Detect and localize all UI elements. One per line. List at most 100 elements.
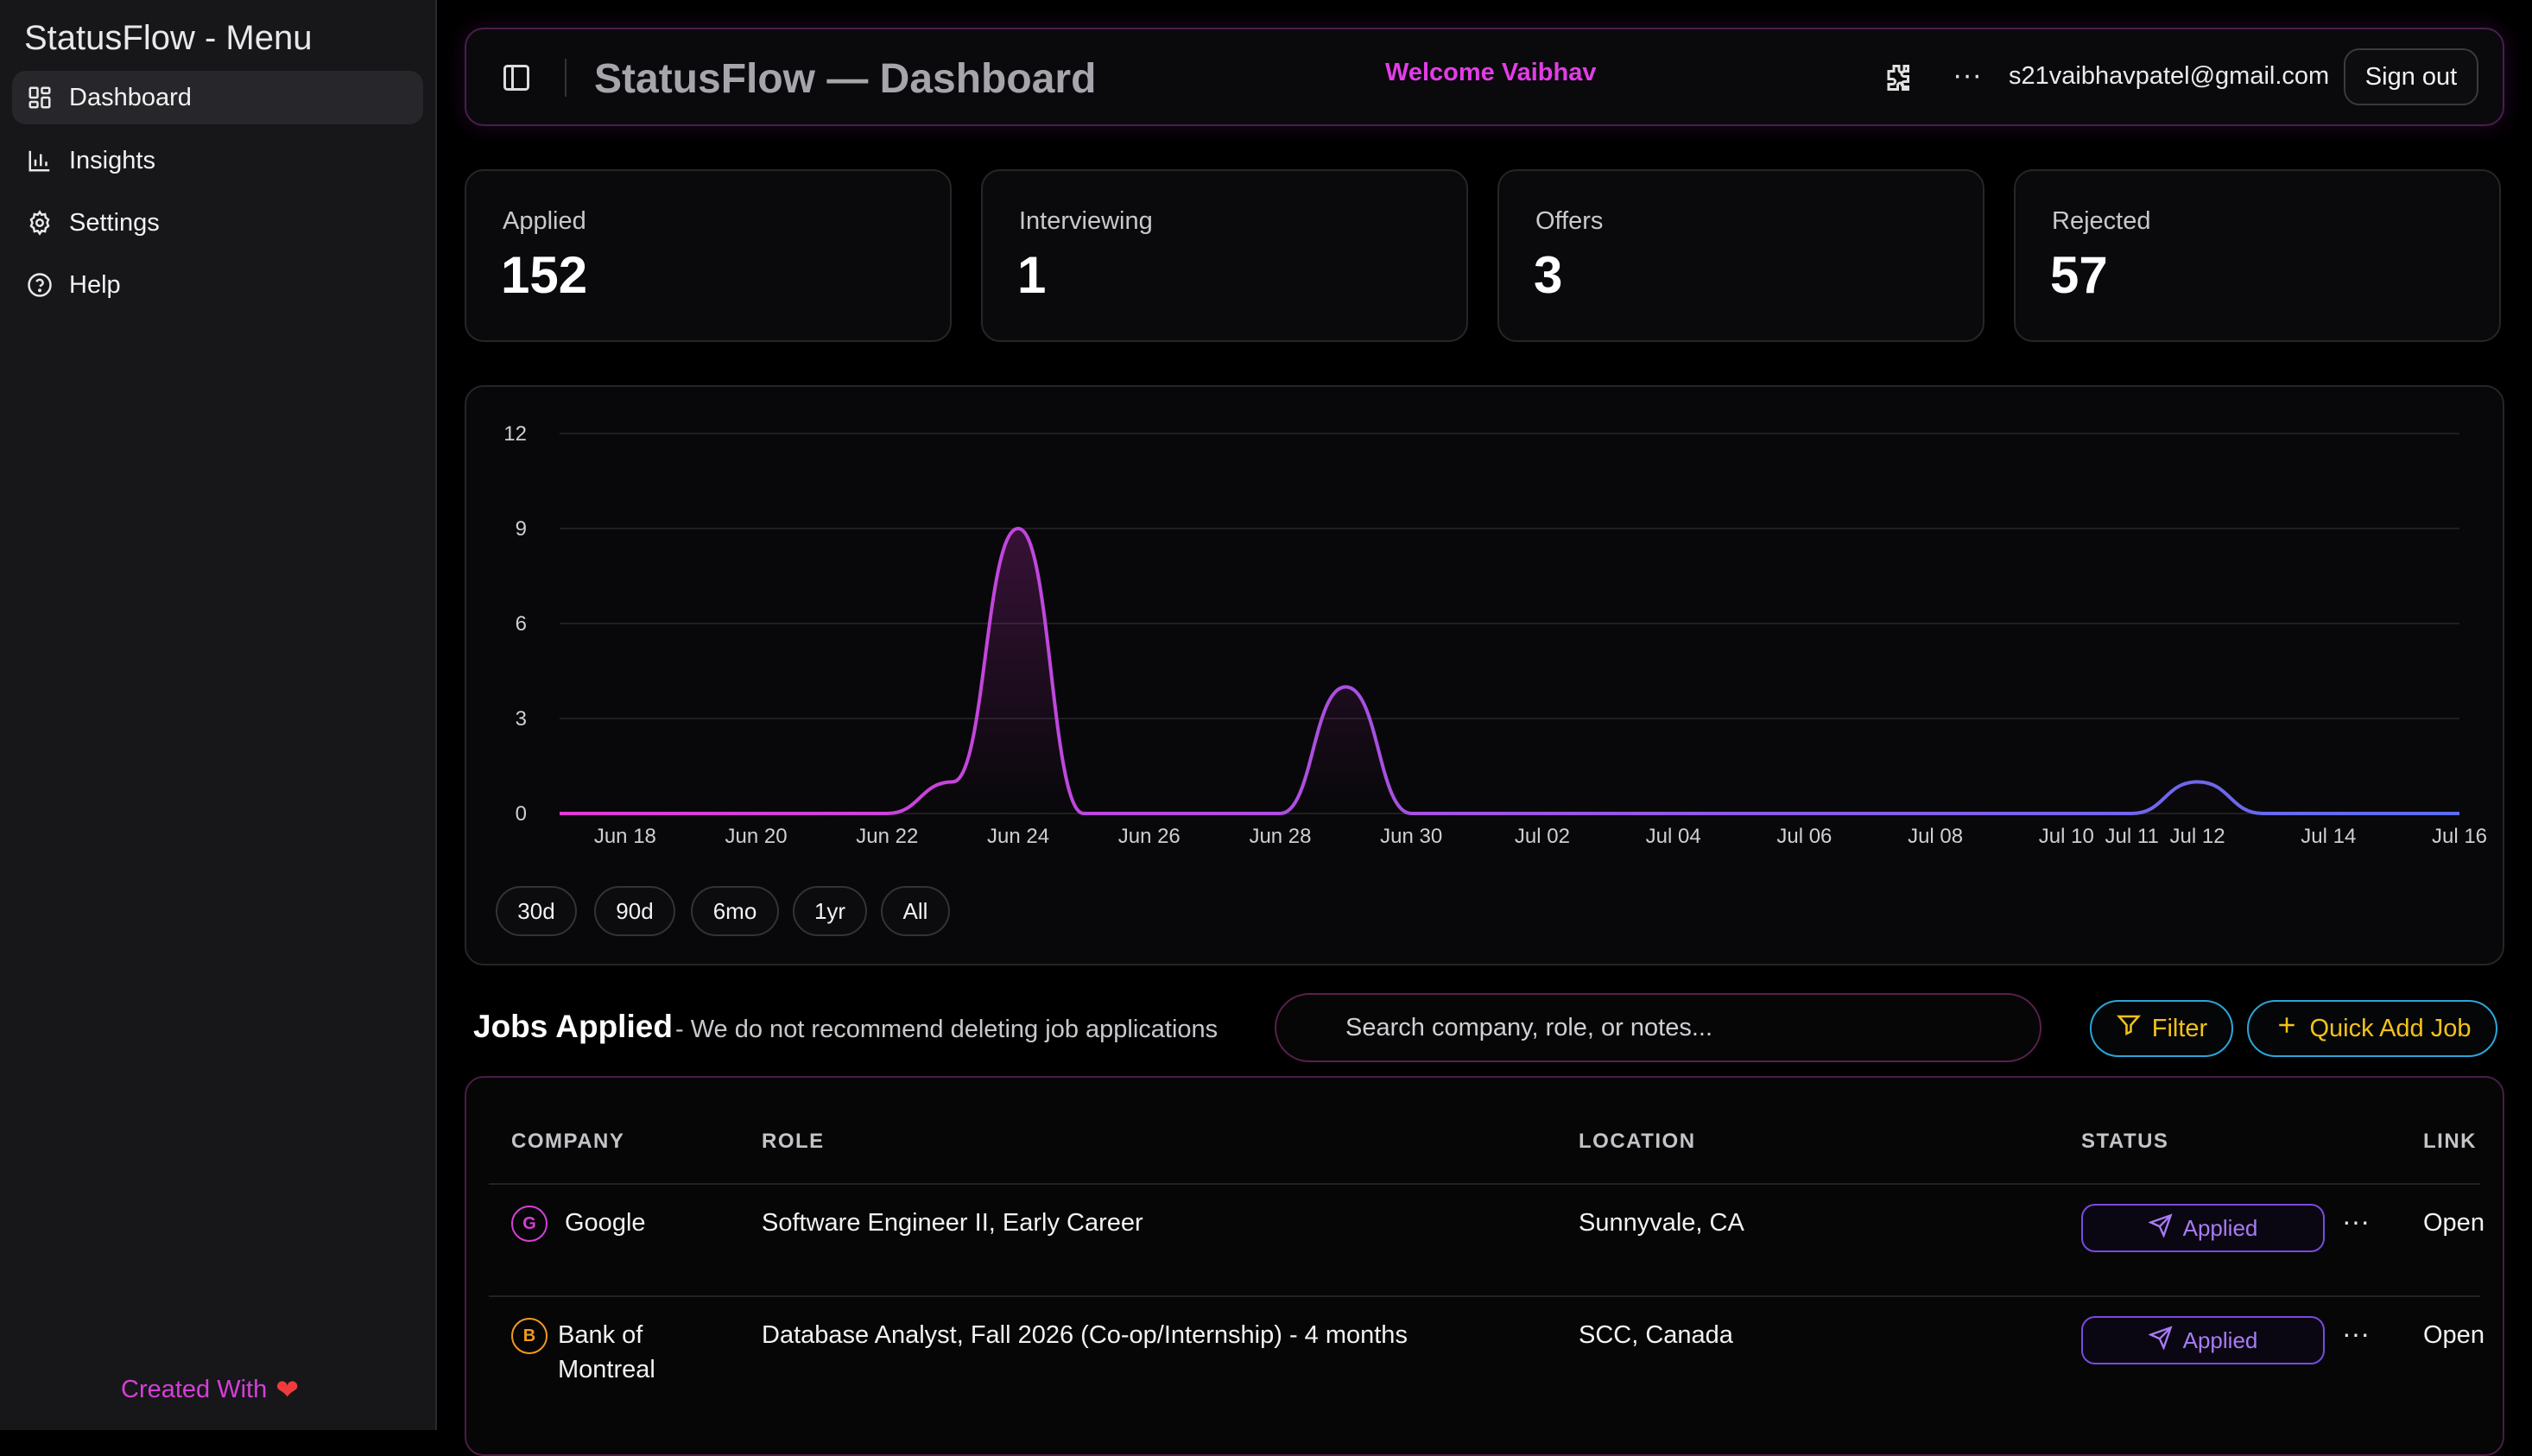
filter-button[interactable]: Filter	[2090, 1000, 2233, 1057]
column-header-link: LINK	[2423, 1130, 2477, 1153]
x-tick-label: Jul 06	[1776, 825, 1832, 848]
x-tick-label: Jun 24	[987, 825, 1049, 848]
column-header-company: COMPANY	[511, 1130, 625, 1153]
column-header-location: LOCATION	[1579, 1130, 1696, 1153]
data-point[interactable]	[1340, 681, 1351, 692]
data-point[interactable]	[620, 808, 630, 819]
user-email: s21vaibhavpatel@gmail.com	[2009, 62, 2330, 90]
bar-chart-icon	[26, 147, 54, 174]
quick-add-label: Quick Add Job	[2309, 1014, 2472, 1042]
data-point[interactable]	[1930, 808, 1940, 819]
sidebar-item-label: Dashboard	[69, 83, 192, 111]
stat-card-offers: Offers 3	[1497, 169, 1984, 342]
range-1yr-button[interactable]: 1yr	[793, 886, 867, 936]
sidebar-item-label: Help	[69, 270, 121, 299]
row-more-icon[interactable]: ···	[2342, 1318, 2370, 1349]
job-link[interactable]: Open	[2423, 1321, 2485, 1349]
quick-add-job-button[interactable]: Quick Add Job	[2247, 1000, 2497, 1057]
x-tick-label: Jul 11	[2105, 825, 2159, 848]
data-point[interactable]	[1864, 808, 1875, 819]
x-tick-label: Jun 30	[1380, 825, 1442, 848]
data-point[interactable]	[2193, 776, 2203, 787]
puzzle-icon[interactable]	[1881, 62, 1912, 93]
jobs-section-subtitle: - We do not recommend deleting job appli…	[675, 1016, 1219, 1043]
data-point[interactable]	[1406, 808, 1416, 819]
data-point[interactable]	[947, 776, 958, 787]
data-point[interactable]	[751, 808, 762, 819]
status-label: Applied	[2182, 1326, 2258, 1353]
data-point[interactable]	[1537, 808, 1548, 819]
data-point[interactable]	[1472, 808, 1482, 819]
sidebar-item-help[interactable]: Help	[12, 258, 423, 312]
data-point[interactable]	[1275, 808, 1285, 819]
data-point[interactable]	[816, 808, 826, 819]
data-point[interactable]	[2061, 808, 2072, 819]
jobs-section-title: Jobs Applied	[473, 1009, 673, 1044]
range-all-button[interactable]: All	[881, 886, 950, 936]
x-tick-label: Jul 12	[2170, 825, 2225, 848]
data-point[interactable]	[2257, 808, 2268, 819]
status-dropdown[interactable]: Applied	[2081, 1204, 2325, 1252]
search-input[interactable]	[1275, 993, 2041, 1062]
data-point[interactable]	[1079, 808, 1089, 819]
sidebar-item-settings[interactable]: Settings	[12, 196, 423, 250]
row-divider	[489, 1183, 2480, 1185]
stat-card-rejected: Rejected 57	[2014, 169, 2501, 342]
applications-chart: 0 3 6 9 12 Jun 18 Jun 20 Jun 22 Jun 24 Jun 26 Jun …	[503, 422, 2487, 848]
sidebar: StatusFlow - Menu Dashboard Insights Set…	[0, 0, 437, 1430]
stat-card-applied: Applied 152	[465, 169, 952, 342]
data-point[interactable]	[2127, 808, 2137, 819]
status-dropdown[interactable]: Applied	[2081, 1316, 2325, 1364]
data-point[interactable]	[1734, 808, 1744, 819]
header-divider	[565, 59, 567, 97]
job-role: Database Analyst, Fall 2026 (Co-op/Inter…	[762, 1321, 1408, 1349]
data-point[interactable]	[686, 808, 696, 819]
data-point[interactable]	[2454, 808, 2465, 819]
x-tick-label: Jun 28	[1249, 825, 1311, 848]
column-header-role: ROLE	[762, 1130, 825, 1153]
data-point[interactable]	[1603, 808, 1613, 819]
help-circle-icon	[26, 271, 54, 299]
x-tick-label: Jun 26	[1118, 825, 1181, 848]
created-with-footer: Created With ❤	[121, 1373, 299, 1406]
data-point[interactable]	[1668, 808, 1679, 819]
job-link[interactable]: Open	[2423, 1209, 2485, 1237]
data-point[interactable]	[1144, 808, 1155, 819]
row-divider	[489, 1295, 2480, 1297]
gear-icon	[26, 209, 54, 237]
x-tick-label: Jun 22	[856, 825, 918, 848]
data-point[interactable]	[554, 808, 565, 819]
range-30d-button[interactable]: 30d	[496, 886, 577, 936]
company-avatar: G	[511, 1206, 548, 1242]
sidebar-item-dashboard[interactable]: Dashboard	[12, 71, 423, 124]
sidebar-toggle-icon[interactable]	[501, 62, 532, 93]
data-point[interactable]	[2323, 808, 2333, 819]
sidebar-item-insights[interactable]: Insights	[12, 134, 423, 187]
top-header: StatusFlow — Dashboard Welcome Vaibhav ·…	[465, 28, 2504, 126]
stat-value: 3	[1534, 246, 1563, 304]
x-tick-label: Jul 04	[1646, 825, 1701, 848]
filter-icon	[2116, 1012, 2142, 1045]
x-tick-label: Jul 08	[1908, 825, 1963, 848]
company-avatar: B	[511, 1318, 548, 1354]
data-point[interactable]	[1996, 808, 2006, 819]
data-point[interactable]	[882, 808, 892, 819]
row-more-icon[interactable]: ···	[2342, 1206, 2370, 1237]
data-point[interactable]	[2389, 808, 2399, 819]
sign-out-button[interactable]: Sign out	[2344, 48, 2478, 105]
more-options-icon[interactable]: ···	[1953, 59, 1982, 92]
column-header-status: STATUS	[2081, 1130, 2169, 1153]
y-tick-label: 12	[503, 422, 527, 446]
company-name-line2: Montreal	[558, 1356, 655, 1383]
data-point[interactable]	[1013, 523, 1023, 534]
data-point[interactable]	[1210, 808, 1220, 819]
sidebar-item-label: Settings	[69, 208, 160, 237]
data-point[interactable]	[1799, 808, 1809, 819]
stat-value: 1	[1017, 246, 1047, 304]
range-90d-button[interactable]: 90d	[594, 886, 675, 936]
range-6mo-button[interactable]: 6mo	[691, 886, 779, 936]
x-tick-label: Jun 18	[594, 825, 656, 848]
layout-grid-icon	[26, 84, 54, 111]
x-tick-label: Jul 02	[1515, 825, 1570, 848]
